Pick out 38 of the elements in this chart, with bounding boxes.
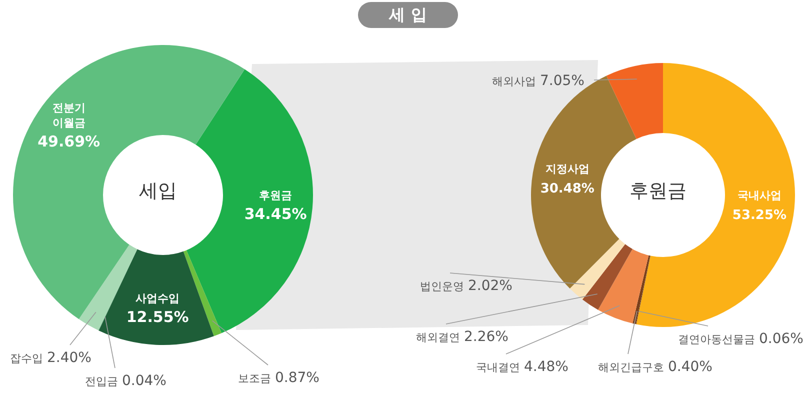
data-label: 7.05%	[540, 73, 584, 89]
slice-label: 국내결연	[476, 361, 520, 374]
text: 세 입	[389, 4, 427, 26]
data-label: 0.04%	[122, 373, 166, 389]
slice-label: 해외결연	[416, 331, 460, 344]
data-label: 0.40%	[668, 359, 712, 375]
slice-label: 지정사업	[544, 162, 590, 176]
data-label: 53.25%	[732, 208, 787, 223]
donut-slice	[582, 244, 632, 310]
slice-label: 법인운영	[420, 280, 464, 293]
text: 후원금	[630, 180, 686, 202]
slice-label: 해외긴급구호	[598, 361, 664, 374]
slice-label: 전분기 이월금	[52, 102, 86, 130]
slice-label: 결연아동선물금	[678, 333, 755, 346]
data-label: 0.06%	[759, 331, 804, 347]
data-label: 2.40%	[47, 350, 92, 366]
donut-slice	[570, 238, 626, 300]
slice-label: 국내사업	[737, 188, 782, 202]
data-label: 49.69%	[38, 132, 100, 151]
slice-label: 전입금	[85, 375, 118, 388]
data-label: 12.55%	[126, 308, 189, 326]
data-label: 4.48%	[524, 359, 568, 375]
data-label: 30.48%	[540, 182, 594, 197]
slice-label: 해외사업	[492, 75, 536, 88]
donut-slice	[606, 63, 663, 139]
slice-label: 잡수입	[10, 352, 43, 365]
slice-label: 보조금	[238, 372, 271, 385]
data-label: 2.02%	[468, 278, 512, 294]
donut-slice	[598, 248, 649, 324]
donut-slice	[636, 256, 650, 324]
text: 세입	[139, 180, 177, 202]
slice-label: 후원금	[259, 188, 292, 202]
data-label: 34.45%	[244, 204, 307, 223]
data-label: 0.87%	[275, 370, 320, 386]
donut-slice	[632, 255, 650, 324]
donut-slice	[98, 249, 214, 345]
data-label: 2.26%	[464, 329, 508, 345]
slice-label: 사업수입	[136, 292, 180, 305]
